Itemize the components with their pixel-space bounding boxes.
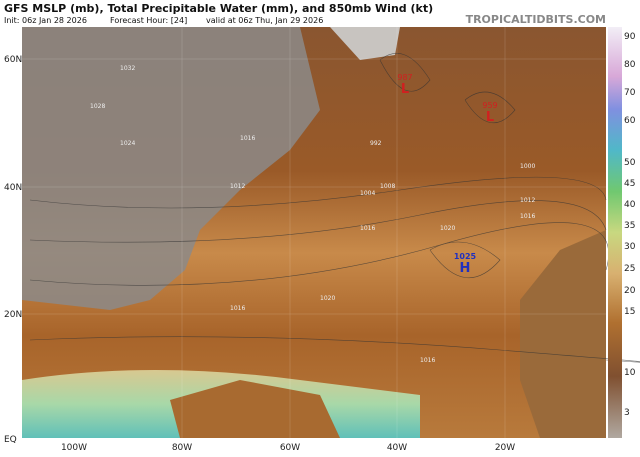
colorbar-tick-label: 30: [624, 242, 636, 252]
colorbar-tick-label: 25: [624, 264, 635, 274]
north-america: [22, 27, 320, 310]
isobar-label: 1024: [120, 140, 135, 147]
colorbar: [608, 27, 622, 438]
low-pressure-value: 987: [397, 73, 412, 82]
isobar-label: 1008: [380, 183, 395, 190]
colorbar-tick-label: 50: [624, 158, 636, 168]
isobar-label: 1020: [320, 295, 335, 302]
init: Init: 06z Jan 28 2026: [4, 16, 87, 25]
isobar-label: 1032: [120, 65, 135, 72]
colorbar-tick-label: 60: [624, 116, 636, 126]
isobar-label: 1000: [520, 163, 535, 170]
greenland: [330, 27, 400, 60]
low-symbol: L: [486, 110, 494, 125]
colorbar-tick-label: 40: [624, 200, 636, 210]
lon-label: 20W: [495, 443, 515, 453]
isobar-label: 1004: [360, 190, 375, 197]
isobar-label: 1016: [420, 357, 435, 364]
lat-label: EQ: [4, 435, 17, 445]
lat-label: 20N: [4, 310, 22, 320]
colorbar-tick-label: 3: [624, 408, 630, 418]
africa: [520, 230, 606, 438]
high-symbol: H: [460, 261, 471, 276]
low-symbol: L: [401, 82, 409, 97]
isobar-label: 1016: [240, 135, 255, 142]
isobar-label: 1016: [360, 225, 375, 232]
isobar-label: 1016: [230, 305, 245, 312]
colorbar-tick-label: 45: [624, 179, 635, 189]
colorbar-tick-label: 80: [624, 60, 636, 70]
colorbar-tick-label: 20: [624, 286, 636, 296]
south-america: [170, 380, 340, 438]
graticule: [22, 27, 606, 438]
isobar-label: 1012: [520, 197, 535, 204]
valid-time: valid at 06z Thu, Jan 29 2026: [206, 16, 323, 25]
title: GFS MSLP (mb), Total Precipitable Water …: [4, 2, 433, 15]
lat-label: 60N: [4, 55, 22, 65]
source: TROPICALTIDBITS.COM: [466, 13, 606, 26]
forecast-hour: Forecast Hour: [24]: [110, 16, 187, 25]
colorbar-tick-label: 35: [624, 221, 635, 231]
lon-label: 100W: [61, 443, 87, 453]
lat-label: 40N: [4, 183, 22, 193]
isobar-label: 992: [370, 140, 382, 147]
isobars: [29, 53, 640, 363]
colorbar-tick-label: 10: [624, 368, 636, 378]
low-pressure-value: 959: [482, 101, 497, 110]
lon-label: 80W: [172, 443, 192, 453]
isobar-label: 1028: [90, 103, 105, 110]
colorbar-tick-label: 90: [624, 32, 636, 42]
high-pressure-value: 1025: [454, 252, 477, 261]
lon-label: 40W: [387, 443, 407, 453]
colorbar-tick-label: 70: [624, 88, 636, 98]
lon-label: 60W: [280, 443, 300, 453]
isobar-label: 1012: [230, 183, 245, 190]
isobar-label: 1016: [520, 213, 535, 220]
isobar-label: 1020: [440, 225, 455, 232]
colorbar-tick-label: 15: [624, 307, 635, 317]
